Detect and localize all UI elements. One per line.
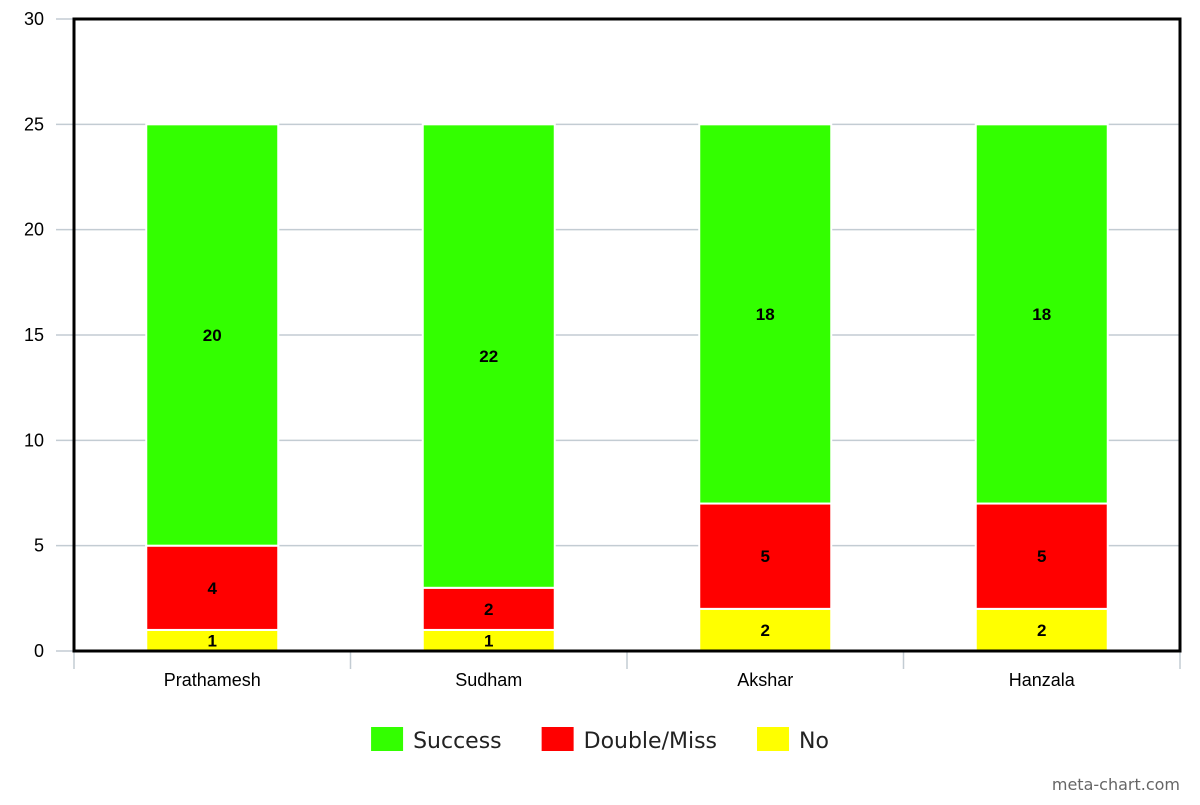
y-tick-label: 5 <box>34 536 44 556</box>
y-tick-label: 25 <box>24 114 44 134</box>
y-tick-label: 0 <box>34 641 44 661</box>
x-tick-label: Prathamesh <box>164 670 261 690</box>
data-label: 1 <box>208 631 217 650</box>
bars <box>145 123 1109 653</box>
bar-segment-no-akshar[interactable] <box>698 607 833 652</box>
data-label: 18 <box>1032 305 1051 324</box>
data-label: 1 <box>484 631 493 650</box>
data-label: 5 <box>1037 547 1046 566</box>
data-label: 20 <box>203 326 222 345</box>
y-tick-label: 20 <box>24 220 44 240</box>
bar-segment-double-miss-akshar[interactable] <box>698 502 833 610</box>
credit-text: meta-chart.com <box>1052 775 1180 794</box>
data-label: 5 <box>761 547 770 566</box>
legend-item-success[interactable]: Success <box>371 727 502 754</box>
legend[interactable]: Success Double/Miss No <box>371 727 829 754</box>
bar-segment-double-miss-hanzala[interactable] <box>974 502 1109 610</box>
x-tick-label: Sudham <box>455 670 522 690</box>
data-label: 2 <box>1037 621 1046 640</box>
data-label: 2 <box>761 621 770 640</box>
data-label: 2 <box>484 600 493 619</box>
data-label: 22 <box>479 347 498 366</box>
bar-segment-double-miss-sudham[interactable] <box>421 586 556 631</box>
legend-label: Double/Miss <box>584 729 717 754</box>
bar-segment-success-sudham[interactable] <box>421 123 556 589</box>
legend-label: Success <box>413 729 502 754</box>
x-tick-label: Hanzala <box>1009 670 1076 690</box>
legend-swatch <box>757 727 790 751</box>
legend-item-double-miss[interactable]: Double/Miss <box>541 727 717 754</box>
y-tick-label: 15 <box>24 325 44 345</box>
legend-swatch <box>541 727 574 751</box>
data-label: 4 <box>208 579 218 598</box>
bar-segment-success-hanzala[interactable] <box>974 123 1109 505</box>
bar-segment-success-akshar[interactable] <box>698 123 833 505</box>
plot-frame <box>72 17 1182 653</box>
y-tick-label: 10 <box>24 430 44 450</box>
legend-swatch <box>371 727 404 751</box>
legend-label: No <box>799 729 829 754</box>
y-tick-label: 30 <box>24 9 44 29</box>
x-tick-label: Akshar <box>737 670 793 690</box>
data-label: 18 <box>756 305 775 324</box>
bar-segment-no-hanzala[interactable] <box>974 607 1109 652</box>
legend-item-no[interactable]: No <box>757 727 829 754</box>
bar-segment-success-prathamesh[interactable] <box>145 123 280 547</box>
